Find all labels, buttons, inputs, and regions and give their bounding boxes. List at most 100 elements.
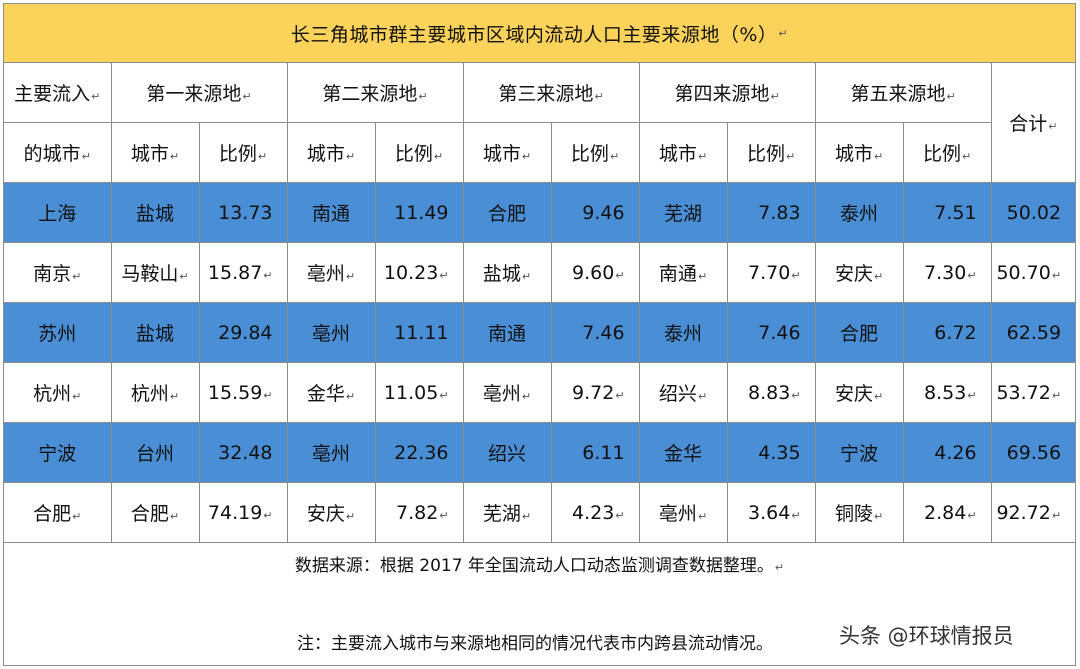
row-total: 50.70↵ bbox=[990, 242, 1076, 303]
source-city: 芜湖 bbox=[638, 182, 728, 243]
source-city: 盐城 bbox=[110, 182, 200, 243]
source-ratio: 9.60↵ bbox=[550, 242, 640, 303]
source-ratio: 9.46 bbox=[550, 182, 640, 243]
source-city: 泰州 bbox=[814, 182, 904, 243]
table-row: 杭州↵ 杭州↵ 15.59↵ 金华↵ 11.05↵ 亳州↵ 9.72↵ 绍兴↵ … bbox=[4, 362, 1076, 423]
source-city: 安庆↵ bbox=[286, 482, 376, 543]
source-ratio: 7.46 bbox=[726, 302, 816, 363]
source-city: 宁波 bbox=[814, 422, 904, 483]
watermark-text: 头条 @环球情报员 bbox=[839, 624, 1014, 648]
source-city: 铜陵↵ bbox=[814, 482, 904, 543]
source-note: 数据来源：根据 2017 年全国流动人口动态监测调查数据整理。↵ bbox=[294, 556, 785, 576]
table-frame: 长三角城市群主要城市区域内流动人口主要来源地（%） ↵ 主要流入↵ 第一来源地↵ … bbox=[3, 3, 1076, 666]
ratio-label: 比例↵ bbox=[198, 122, 288, 183]
source-ratio: 4.35 bbox=[726, 422, 816, 483]
source-city: 泰州 bbox=[638, 302, 728, 363]
row-total: 62.59 bbox=[990, 302, 1076, 363]
source-city: 亳州 bbox=[286, 302, 376, 363]
source-city: 南通↵ bbox=[638, 242, 728, 303]
source-ratio: 6.72 bbox=[902, 302, 992, 363]
header-row-1: 主要流入↵ 第一来源地↵ 第二来源地↵ 第三来源地↵ 第四来源地↵ 第五来源地↵… bbox=[4, 63, 1076, 183]
source-2-header: 第二来源地↵ bbox=[286, 63, 464, 123]
source-ratio: 15.87↵ bbox=[198, 242, 288, 303]
source-ratio: 74.19↵ bbox=[198, 482, 288, 543]
source-ratio: 2.84↵ bbox=[902, 482, 992, 543]
city-label: 城市↵ bbox=[110, 122, 200, 183]
dest-city: 宁波 bbox=[4, 422, 112, 483]
row-total: 92.72↵ bbox=[990, 482, 1076, 543]
source-ratio: 7.30↵ bbox=[902, 242, 992, 303]
source-4-header: 第四来源地↵ bbox=[638, 63, 816, 123]
row-total: 50.02 bbox=[990, 182, 1076, 243]
source-note-text: 数据来源：根据 2017 年全国流动人口动态监测调查数据整理。 bbox=[294, 556, 774, 576]
city-label: 城市↵ bbox=[286, 122, 376, 183]
source-1-header: 第一来源地↵ bbox=[110, 63, 288, 123]
ratio-label: 比例↵ bbox=[726, 122, 816, 183]
footnote-text: 注：主要流入城市与来源地相同的情况代表市内跨县流动情况。 bbox=[297, 634, 773, 654]
source-ratio: 4.26 bbox=[902, 422, 992, 483]
source-city: 杭州↵ bbox=[110, 362, 200, 423]
source-ratio: 8.83↵ bbox=[726, 362, 816, 423]
source-ratio: 13.73 bbox=[198, 182, 288, 243]
source-city: 亳州↵ bbox=[286, 242, 376, 303]
source-ratio: 10.23↵ bbox=[374, 242, 464, 303]
source-city: 盐城 bbox=[110, 302, 200, 363]
source-3-header: 第三来源地↵ bbox=[462, 63, 640, 123]
source-city: 合肥 bbox=[814, 302, 904, 363]
source-ratio: 7.82↵ bbox=[374, 482, 464, 543]
dest-city: 合肥↵ bbox=[4, 482, 112, 543]
dest-city: 上海 bbox=[4, 182, 112, 243]
source-ratio: 11.11 bbox=[374, 302, 464, 363]
source-ratio: 7.46 bbox=[550, 302, 640, 363]
table-title: 长三角城市群主要城市区域内流动人口主要来源地（%） ↵ bbox=[4, 4, 1075, 63]
migration-table: 主要流入↵ 第一来源地↵ 第二来源地↵ 第三来源地↵ 第四来源地↵ 第五来源地↵… bbox=[4, 63, 1076, 543]
table-title-text: 长三角城市群主要城市区域内流动人口主要来源地（%） bbox=[290, 23, 778, 46]
source-ratio: 29.84 bbox=[198, 302, 288, 363]
dest-col-header-2: 的城市↵ bbox=[4, 122, 112, 183]
source-ratio: 32.48 bbox=[198, 422, 288, 483]
source-ratio: 11.49 bbox=[374, 182, 464, 243]
ratio-label: 比例↵ bbox=[374, 122, 464, 183]
ratio-label: 比例↵ bbox=[550, 122, 640, 183]
dest-city: 南京↵ bbox=[4, 242, 112, 303]
dest-col-header: 主要流入↵ bbox=[4, 63, 112, 123]
source-city: 绍兴↵ bbox=[638, 362, 728, 423]
source-ratio: 4.23↵ bbox=[550, 482, 640, 543]
city-label: 城市↵ bbox=[462, 122, 552, 183]
source-city: 台州 bbox=[110, 422, 200, 483]
dest-city: 苏州 bbox=[4, 302, 112, 363]
source-city: 盐城↵ bbox=[462, 242, 552, 303]
source-ratio: 7.51 bbox=[902, 182, 992, 243]
total-header: 合计↵ bbox=[990, 63, 1076, 183]
row-total: 69.56 bbox=[990, 422, 1076, 483]
source-city: 绍兴 bbox=[462, 422, 552, 483]
source-city: 合肥 bbox=[462, 182, 552, 243]
footnote: 注：主要流入城市与来源地相同的情况代表市内跨县流动情况。 bbox=[297, 629, 773, 654]
ratio-label: 比例↵ bbox=[902, 122, 992, 183]
source-city: 南通 bbox=[286, 182, 376, 243]
source-city: 金华↵ bbox=[286, 362, 376, 423]
table-row: 宁波 台州 32.48 亳州 22.36 绍兴 6.11 金华 4.35 宁波 … bbox=[4, 422, 1076, 483]
table-row: 上海 盐城 13.73 南通 11.49 合肥 9.46 芜湖 7.83 泰州 … bbox=[4, 182, 1076, 243]
source-ratio: 11.05↵ bbox=[374, 362, 464, 423]
table-row: 南京↵ 马鞍山↵ 15.87↵ 亳州↵ 10.23↵ 盐城↵ 9.60↵ 南通↵… bbox=[4, 242, 1076, 303]
source-ratio: 22.36 bbox=[374, 422, 464, 483]
source-5-header: 第五来源地↵ bbox=[814, 63, 992, 123]
source-city: 合肥↵ bbox=[110, 482, 200, 543]
table-row: 苏州 盐城 29.84 亳州 11.11 南通 7.46 泰州 7.46 合肥 … bbox=[4, 302, 1076, 363]
source-city: 亳州↵ bbox=[638, 482, 728, 543]
source-city: 马鞍山↵ bbox=[110, 242, 200, 303]
source-city: 亳州 bbox=[286, 422, 376, 483]
dest-city: 杭州↵ bbox=[4, 362, 112, 423]
source-ratio: 3.64↵ bbox=[726, 482, 816, 543]
table-row: 合肥↵ 合肥↵ 74.19↵ 安庆↵ 7.82↵ 芜湖↵ 4.23↵ 亳州↵ 3… bbox=[4, 482, 1076, 543]
source-ratio: 6.11 bbox=[550, 422, 640, 483]
source-city: 安庆↵ bbox=[814, 242, 904, 303]
source-ratio: 7.70↵ bbox=[726, 242, 816, 303]
source-city: 芜湖↵ bbox=[462, 482, 552, 543]
city-label: 城市↵ bbox=[814, 122, 904, 183]
source-city: 南通 bbox=[462, 302, 552, 363]
source-ratio: 7.83 bbox=[726, 182, 816, 243]
source-city: 亳州↵ bbox=[462, 362, 552, 423]
watermark: 头条 @环球情报员 bbox=[835, 620, 1018, 650]
